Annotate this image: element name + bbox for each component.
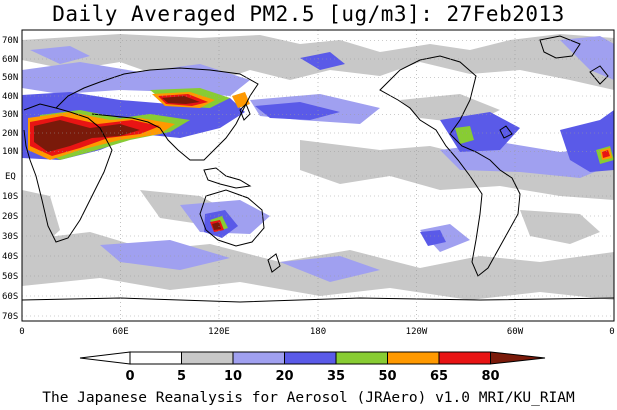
colorbar-tick-label: 5 xyxy=(177,369,186,384)
lon-label: 0 xyxy=(19,327,24,337)
lat-label: EQ xyxy=(5,172,16,182)
lat-label: 20S xyxy=(2,212,18,222)
map-plot-area xyxy=(22,30,614,321)
colorbar-segment xyxy=(181,351,234,365)
colorbar: 0 5 10 20 35 50 65 80 xyxy=(79,351,546,384)
lon-label: 60E xyxy=(112,327,128,337)
colorbar-segment xyxy=(387,351,440,365)
lon-label: 60W xyxy=(507,327,524,337)
lat-label: 70N xyxy=(2,36,18,46)
credit-footer: The Japanese Reanalysis for Aerosol (JRA… xyxy=(42,390,575,406)
colorbar-arrow-right xyxy=(490,351,546,365)
longitude-labels: 0 60E 120E 180 120W 60W 0 xyxy=(19,327,614,337)
lat-label: 20N xyxy=(2,129,18,139)
map-title: Daily Averaged PM2.5 [ug/m3]: 27Feb2013 xyxy=(52,2,565,26)
lat-label: 40S xyxy=(2,252,18,262)
lat-label: 30N xyxy=(2,110,18,120)
lat-label: 40N xyxy=(2,92,18,102)
colorbar-tick-label: 20 xyxy=(275,369,293,384)
lon-label: 0 xyxy=(609,327,614,337)
lat-label: 50N xyxy=(2,73,18,83)
colorbar-tick-label: 10 xyxy=(224,369,242,384)
colorbar-tick-label: 80 xyxy=(481,369,499,384)
lat-label: 10S xyxy=(2,192,18,202)
colorbar-segment xyxy=(335,351,388,365)
coastlines xyxy=(22,35,614,303)
graticule xyxy=(22,30,614,321)
lon-label: 120W xyxy=(406,327,428,337)
colorbar-segment xyxy=(232,351,285,365)
colorbar-segment xyxy=(438,351,491,365)
lat-label: 60S xyxy=(2,292,18,302)
lat-label: 70S xyxy=(2,312,18,322)
lon-label: 180 xyxy=(310,327,326,337)
lon-label: 120E xyxy=(208,327,230,337)
lat-label: 30S xyxy=(2,232,18,242)
colorbar-tick-label: 0 xyxy=(125,369,134,384)
pm25-level-80-plus xyxy=(34,96,221,230)
colorbar-tick-label: 35 xyxy=(327,369,345,384)
colorbar-segment xyxy=(284,351,337,365)
lat-label: 60N xyxy=(2,55,18,65)
lat-label: 50S xyxy=(2,272,18,282)
colorbar-tick-label: 65 xyxy=(430,369,448,384)
lat-label: 10N xyxy=(2,147,18,157)
colorbar-arrow-left xyxy=(79,351,131,365)
colorbar-segment xyxy=(129,351,182,365)
colorbar-tick-label: 50 xyxy=(378,369,396,384)
map-frame xyxy=(21,29,615,322)
latitude-labels: 70N 60N 50N 40N 30N 20N 10N EQ 10S 20S 3… xyxy=(2,36,18,322)
